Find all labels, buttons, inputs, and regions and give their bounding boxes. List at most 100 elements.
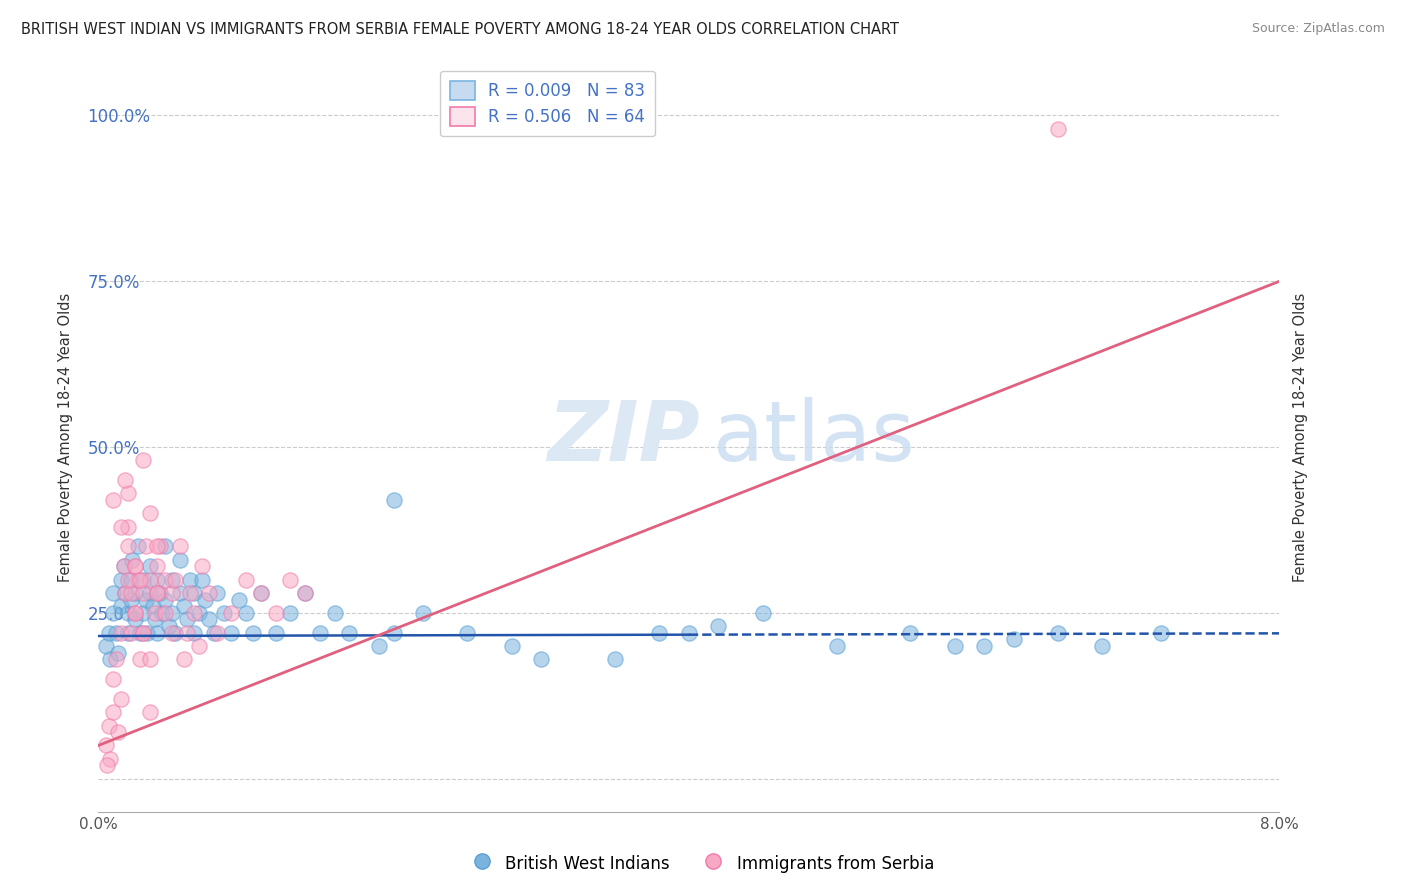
Point xyxy=(202,625,225,640)
Point xyxy=(143,606,166,620)
Point xyxy=(183,586,205,600)
Point xyxy=(132,625,155,640)
Point xyxy=(250,586,273,600)
Point xyxy=(153,573,176,587)
Point xyxy=(132,625,155,640)
Point xyxy=(142,599,165,614)
Point xyxy=(128,625,150,640)
Point xyxy=(323,606,346,620)
Point xyxy=(1150,625,1173,640)
Point xyxy=(221,625,243,640)
Point xyxy=(117,486,139,500)
Point xyxy=(194,592,217,607)
Point xyxy=(457,625,479,640)
Y-axis label: Female Poverty Among 18-24 Year Olds: Female Poverty Among 18-24 Year Olds xyxy=(59,293,73,582)
Point xyxy=(139,573,162,587)
Point xyxy=(187,606,209,620)
Point xyxy=(264,625,287,640)
Text: ZIP: ZIP xyxy=(547,397,700,477)
Point xyxy=(124,606,146,620)
Point xyxy=(162,573,183,587)
Point xyxy=(169,586,191,600)
Point xyxy=(153,606,176,620)
Point xyxy=(242,625,264,640)
Point xyxy=(110,573,132,587)
Point xyxy=(212,606,235,620)
Point xyxy=(139,652,162,666)
Point xyxy=(96,758,118,772)
Point xyxy=(198,612,221,626)
Point xyxy=(97,625,120,640)
Point xyxy=(117,519,139,533)
Point xyxy=(105,625,128,640)
Point xyxy=(228,592,250,607)
Point xyxy=(221,606,243,620)
Point xyxy=(264,606,287,620)
Point xyxy=(530,652,553,666)
Point xyxy=(501,639,523,653)
Text: Source: ZipAtlas.com: Source: ZipAtlas.com xyxy=(1251,22,1385,36)
Point xyxy=(127,573,149,587)
Point xyxy=(191,573,214,587)
Legend: R = 0.009   N = 83, R = 0.506   N = 64: R = 0.009 N = 83, R = 0.506 N = 64 xyxy=(440,70,655,136)
Point xyxy=(124,559,146,574)
Point xyxy=(382,493,405,508)
Point xyxy=(752,606,775,620)
Point xyxy=(110,519,132,533)
Point xyxy=(973,639,995,653)
Point xyxy=(339,625,361,640)
Point xyxy=(165,573,187,587)
Point xyxy=(146,586,169,600)
Point xyxy=(94,639,117,653)
Point xyxy=(191,559,214,574)
Point xyxy=(1002,632,1025,647)
Point xyxy=(1091,639,1114,653)
Point xyxy=(173,652,195,666)
Point xyxy=(98,752,121,766)
Point xyxy=(309,625,332,640)
Point xyxy=(1046,121,1070,136)
Point xyxy=(117,540,139,554)
Point xyxy=(117,573,139,587)
Point xyxy=(103,493,125,508)
Point xyxy=(157,619,180,633)
Point xyxy=(605,652,627,666)
Point xyxy=(1046,625,1070,640)
Point xyxy=(124,612,146,626)
Point xyxy=(120,592,142,607)
Point xyxy=(198,586,221,600)
Point xyxy=(139,705,162,719)
Point xyxy=(112,559,135,574)
Point xyxy=(707,619,730,633)
Y-axis label: Female Poverty Among 18-24 Year Olds: Female Poverty Among 18-24 Year Olds xyxy=(1294,293,1309,582)
Point xyxy=(205,586,228,600)
Point xyxy=(235,606,257,620)
Point xyxy=(143,612,166,626)
Point xyxy=(120,625,142,640)
Point xyxy=(124,606,146,620)
Point xyxy=(120,573,142,587)
Point xyxy=(280,606,302,620)
Point xyxy=(368,639,391,653)
Point xyxy=(135,540,157,554)
Point xyxy=(153,592,176,607)
Point xyxy=(117,606,139,620)
Point xyxy=(132,586,155,600)
Point xyxy=(132,606,155,620)
Point xyxy=(139,506,162,520)
Point xyxy=(176,625,198,640)
Point xyxy=(280,573,302,587)
Point xyxy=(162,625,183,640)
Point xyxy=(103,672,125,686)
Point xyxy=(105,652,128,666)
Point xyxy=(124,559,146,574)
Text: atlas: atlas xyxy=(713,397,914,477)
Point xyxy=(294,586,316,600)
Point xyxy=(179,586,201,600)
Point xyxy=(412,606,434,620)
Point xyxy=(132,453,155,467)
Point xyxy=(124,586,146,600)
Point xyxy=(127,540,149,554)
Point xyxy=(678,625,700,640)
Point xyxy=(135,592,157,607)
